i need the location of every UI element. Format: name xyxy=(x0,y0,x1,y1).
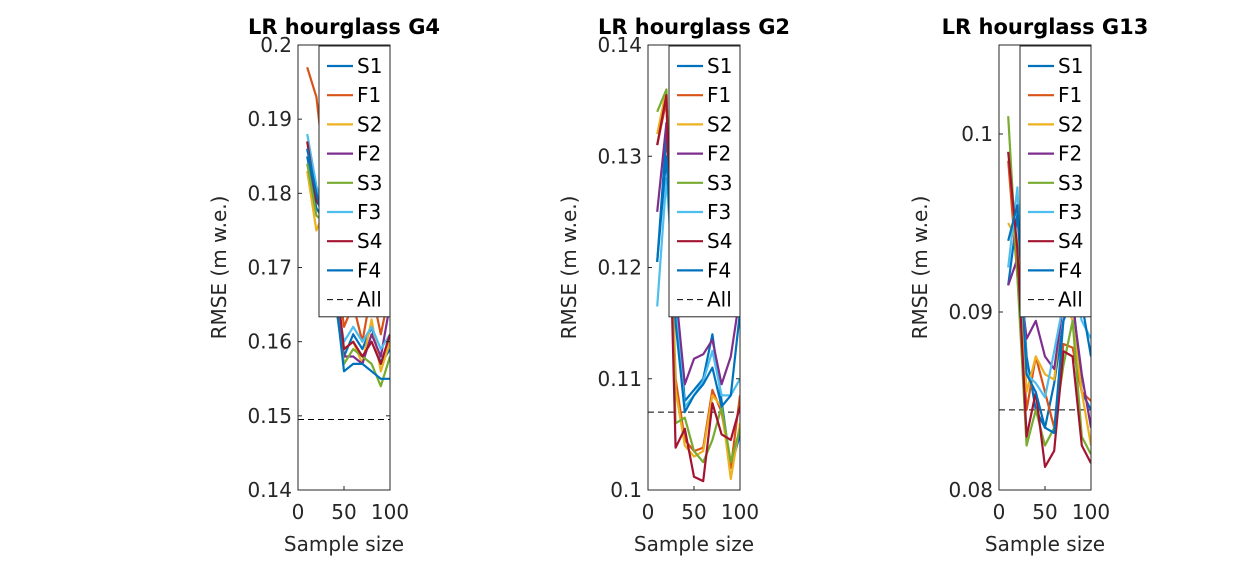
legend-label-all: All xyxy=(357,288,382,312)
legend-label-s2: S2 xyxy=(1058,112,1083,136)
legend-label-s3: S3 xyxy=(1058,171,1083,195)
y-tick-label: 0.13 xyxy=(597,144,642,168)
legend-label-s4: S4 xyxy=(357,229,382,253)
y-tick-label: 0.15 xyxy=(247,404,292,428)
chart-title: LR hourglass G4 xyxy=(248,15,440,39)
legend-label-f3: F3 xyxy=(1058,200,1082,224)
legend-label-f3: F3 xyxy=(707,200,731,224)
legend-label-s3: S3 xyxy=(707,171,732,195)
legend-box xyxy=(668,45,741,318)
x-tick-label: 0 xyxy=(292,500,305,524)
legend-label-f3: F3 xyxy=(357,200,381,224)
legend-label-s4: S4 xyxy=(1058,229,1083,253)
legend-label-s1: S1 xyxy=(357,54,382,78)
x-tick-label: 100 xyxy=(371,500,409,524)
chart-title: LR hourglass G13 xyxy=(942,15,1149,39)
y-tick-label: 0.08 xyxy=(948,478,993,502)
legend-label-f4: F4 xyxy=(1058,258,1082,282)
y-axis-label: RMSE (m w.e.) xyxy=(908,196,932,340)
legend-box xyxy=(318,45,391,318)
y-tick-label: 0.16 xyxy=(247,330,292,354)
legend-label-f4: F4 xyxy=(357,258,381,282)
x-axis-label: Sample size xyxy=(985,532,1105,556)
y-tick-label: 0.14 xyxy=(597,33,642,57)
y-tick-label: 0.18 xyxy=(247,181,292,205)
y-tick-label: 0.09 xyxy=(948,300,993,324)
legend-label-all: All xyxy=(1058,288,1083,312)
legend-label-s1: S1 xyxy=(707,54,732,78)
legend-label-f1: F1 xyxy=(357,83,381,107)
legend-label-s4: S4 xyxy=(707,229,732,253)
series-line-s4 xyxy=(1007,151,1091,468)
chart-title: LR hourglass G2 xyxy=(598,15,790,39)
y-tick-label: 0.17 xyxy=(247,256,292,280)
y-axis-label: RMSE (m w.e.) xyxy=(557,196,581,340)
y-tick-label: 0.1 xyxy=(961,122,993,146)
chart-panel-1: LR hourglass G4 0.14 0.15 0.16 0.17 0.18 0.19 0… xyxy=(207,15,440,556)
legend: S1 F1 S2 F2 S3 F3 S4 F4 All xyxy=(318,45,391,318)
x-axis-label: Sample size xyxy=(634,532,754,556)
legend-box xyxy=(1019,45,1092,318)
legend-label-f2: F2 xyxy=(707,142,731,166)
y-tick-label: 0.11 xyxy=(597,367,642,391)
legend: S1 F1 S2 F2 S3 F3 S4 F4 All xyxy=(1019,45,1092,318)
y-axis-label: RMSE (m w.e.) xyxy=(207,196,231,340)
y-tick-label: 0.2 xyxy=(260,33,292,57)
legend-label-f4: F4 xyxy=(707,258,731,282)
x-tick-label: 50 xyxy=(681,500,706,524)
y-tick-label: 0.19 xyxy=(247,107,292,131)
x-tick-label: 100 xyxy=(721,500,759,524)
chart-panel-2: LR hourglass G2 0.1 0.11 0.12 0.13 0.14 0 50 100… xyxy=(557,15,790,556)
x-axis-label: Sample size xyxy=(284,532,404,556)
legend-label-f2: F2 xyxy=(357,142,381,166)
legend-label-f2: F2 xyxy=(1058,142,1082,166)
legend-label-s1: S1 xyxy=(1058,54,1083,78)
x-tick-label: 50 xyxy=(331,500,356,524)
legend-label-s2: S2 xyxy=(357,112,382,136)
legend: S1 F1 S2 F2 S3 F3 S4 F4 All xyxy=(668,45,741,318)
chart-panel-3: LR hourglass G13 0.08 0.09 0.1 0 50 100 Sample … xyxy=(908,15,1148,556)
y-tick-label: 0.1 xyxy=(610,478,642,502)
y-tick-label: 0.14 xyxy=(247,478,292,502)
y-tick-label: 0.12 xyxy=(597,256,642,280)
legend-label-all: All xyxy=(707,288,732,312)
x-tick-label: 0 xyxy=(642,500,655,524)
x-tick-label: 100 xyxy=(1072,500,1110,524)
legend-label-s3: S3 xyxy=(357,171,382,195)
x-tick-label: 0 xyxy=(993,500,1006,524)
legend-label-s2: S2 xyxy=(707,112,732,136)
legend-label-f1: F1 xyxy=(1058,83,1082,107)
legend-label-f1: F1 xyxy=(707,83,731,107)
x-tick-label: 50 xyxy=(1032,500,1057,524)
